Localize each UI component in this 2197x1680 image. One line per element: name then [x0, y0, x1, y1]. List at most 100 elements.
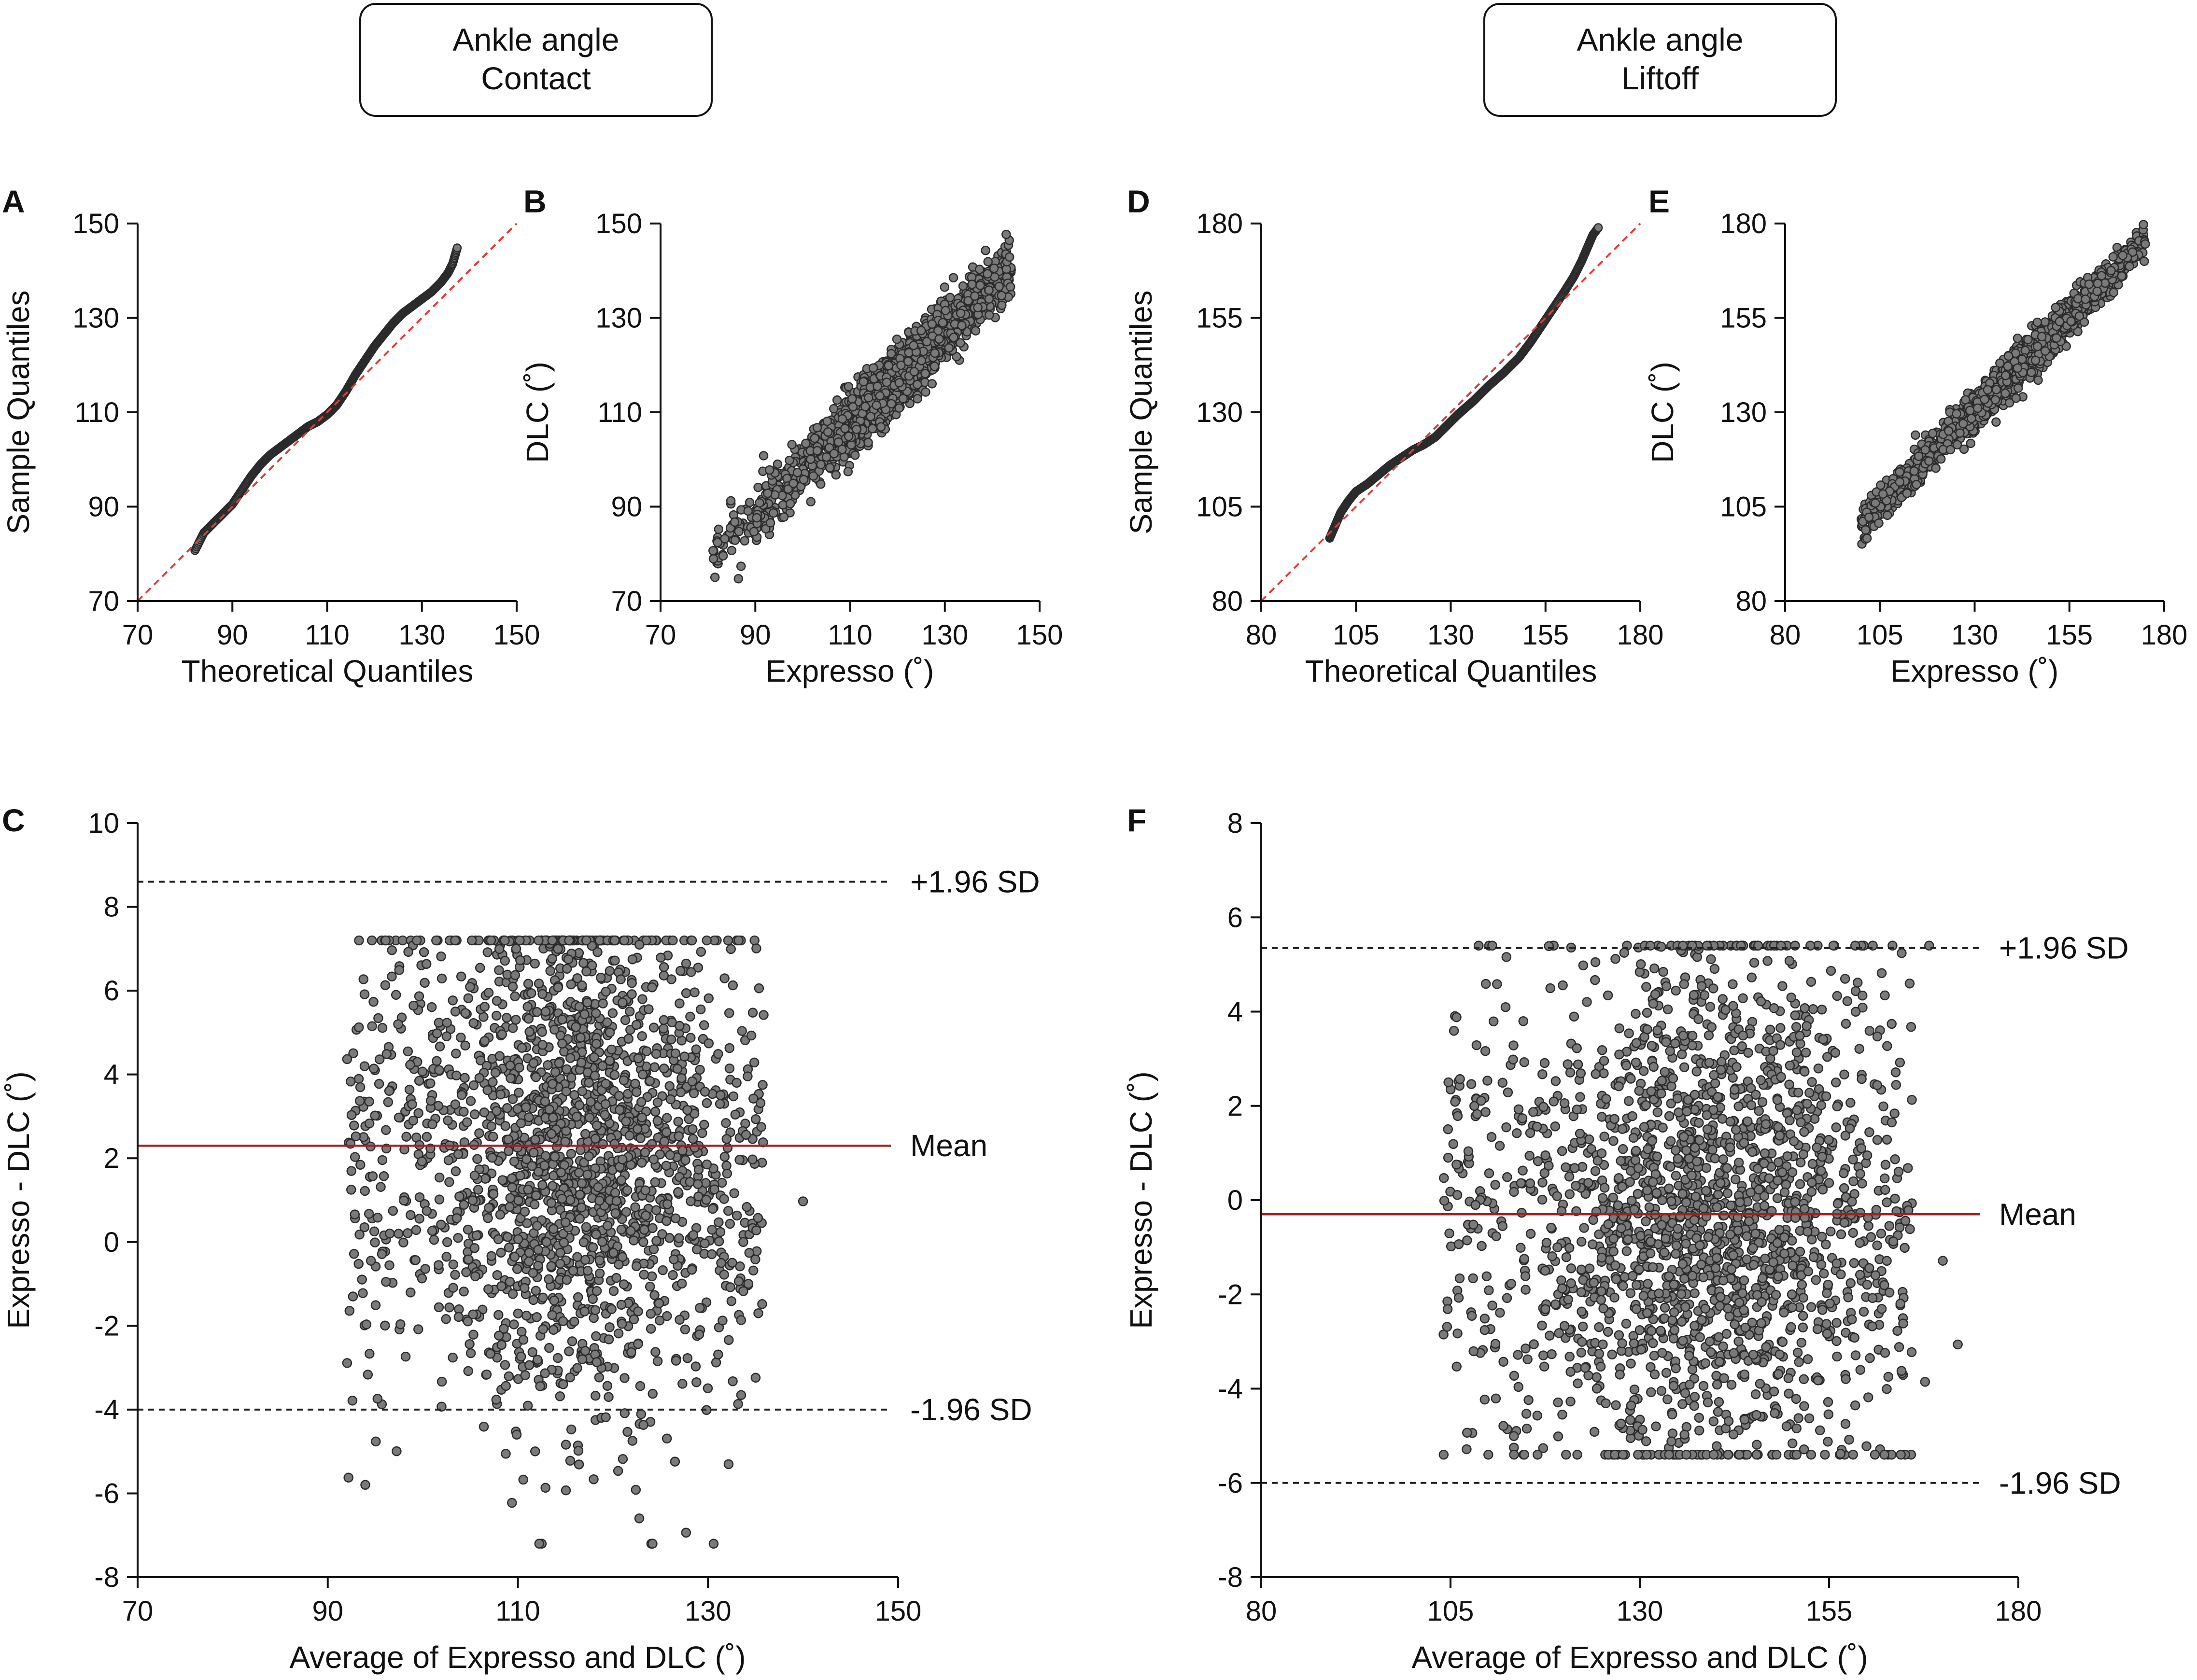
data-point: [688, 1124, 698, 1134]
data-point: [514, 1063, 524, 1073]
data-point: [427, 1226, 437, 1236]
data-point: [448, 1260, 459, 1270]
data-point: [564, 1346, 574, 1357]
data-point: [662, 1433, 672, 1444]
data-point: [544, 1104, 554, 1115]
data-point: [420, 1264, 430, 1274]
data-point: [510, 991, 520, 1001]
data-point: [565, 1456, 576, 1466]
data-point: [350, 1152, 360, 1162]
data-point: [515, 1171, 525, 1181]
data-point: [524, 1027, 535, 1037]
data-point: [1004, 252, 1014, 262]
data-point: [601, 1078, 611, 1089]
data-point: [414, 1214, 424, 1224]
data-point: [974, 265, 985, 274]
data-point: [429, 1234, 439, 1245]
data-point: [512, 1264, 522, 1274]
data-point: [699, 1020, 709, 1030]
data-point: [452, 243, 462, 252]
data-point: [913, 394, 922, 404]
data-point: [553, 944, 563, 954]
data-point: [726, 1296, 737, 1306]
data-point: [469, 1109, 480, 1120]
data-point: [792, 468, 803, 477]
data-point: [373, 1013, 383, 1023]
data-point: [863, 438, 873, 448]
data-point: [729, 1188, 739, 1198]
panel-label: A: [2, 183, 25, 219]
data-point: [524, 1360, 535, 1371]
data-point: [535, 1381, 545, 1391]
data-point: [504, 1371, 514, 1382]
data-point: [747, 1154, 758, 1165]
data-point: [533, 1245, 543, 1255]
data-point: [958, 281, 968, 291]
data-point: [562, 1275, 572, 1285]
y-tick-label: -2: [94, 1310, 119, 1342]
data-point: [755, 498, 764, 508]
data-point: [575, 1145, 586, 1155]
data-point: [520, 1370, 530, 1380]
data-point: [622, 1427, 633, 1437]
data-point: [419, 947, 429, 957]
data-point: [666, 1034, 676, 1045]
data-point: [494, 1051, 505, 1061]
data-point: [850, 450, 860, 460]
data-point: [681, 988, 691, 998]
data-point: [916, 326, 926, 336]
data-point: [709, 1184, 719, 1195]
data-point: [702, 935, 712, 946]
data-point: [633, 1053, 643, 1064]
data-point: [417, 1066, 428, 1077]
data-point: [549, 1151, 560, 1162]
data-point: [468, 1080, 479, 1091]
data-point: [823, 427, 833, 437]
data-point: [724, 1335, 734, 1345]
data-point: [639, 1225, 649, 1235]
lower-loa-label: -1.96 SD: [910, 1392, 1032, 1427]
data-point: [512, 1142, 522, 1153]
data-point: [656, 952, 666, 963]
data-point: [844, 382, 854, 392]
data-point: [654, 1298, 664, 1308]
data-point: [765, 518, 775, 528]
data-point: [528, 1148, 539, 1158]
data-point: [593, 1182, 603, 1192]
data-point: [530, 1446, 540, 1456]
data-point: [616, 1175, 627, 1186]
data-point: [549, 1024, 560, 1035]
data-point: [460, 1073, 470, 1083]
data-point: [708, 546, 718, 556]
data-point: [486, 935, 496, 946]
data-point: [726, 496, 736, 506]
data-point: [434, 1172, 445, 1183]
data-point: [631, 1261, 642, 1272]
data-point: [427, 1119, 437, 1130]
data-point: [695, 1064, 705, 1075]
data-point: [486, 1121, 497, 1132]
data-point: [469, 1170, 480, 1181]
data-point: [578, 1237, 589, 1247]
y-tick-label: 110: [75, 397, 119, 428]
points: [708, 229, 1016, 584]
data-point: [810, 433, 820, 443]
data-point: [695, 1302, 705, 1313]
data-point: [686, 1196, 696, 1206]
data-point: [349, 1120, 359, 1131]
data-point: [609, 1139, 620, 1149]
data-point: [483, 988, 494, 998]
data-point: [453, 1232, 463, 1243]
x-tick-label: 130: [685, 1596, 732, 1627]
data-point: [600, 1099, 611, 1109]
data-point: [596, 972, 606, 983]
data-point: [511, 944, 521, 954]
data-point: [734, 527, 744, 536]
data-point: [801, 438, 811, 448]
data-point: [465, 1096, 476, 1106]
data-point: [723, 935, 733, 946]
data-point: [413, 1324, 423, 1334]
data-point: [749, 935, 760, 946]
data-point: [572, 1111, 582, 1122]
data-point: [494, 944, 505, 954]
